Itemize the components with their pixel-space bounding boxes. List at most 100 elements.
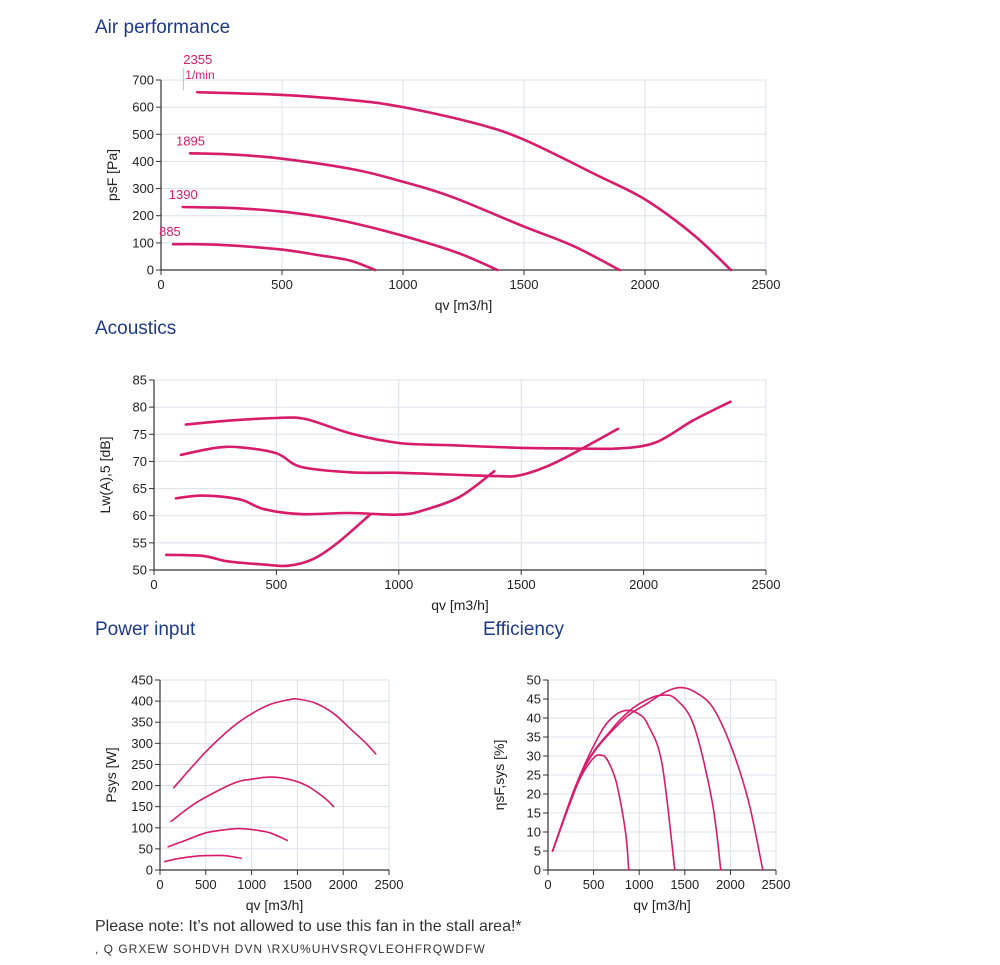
power-y-tick-label: 100	[131, 820, 153, 835]
air-series-label-1895: 1895	[176, 133, 205, 148]
power-y-tick-label: 400	[131, 694, 153, 709]
power-x-tick-label: 2000	[329, 877, 358, 892]
efficiency-x-tick-label: 0	[544, 877, 551, 892]
power-x-tick-label: 500	[195, 877, 217, 892]
acoustics-y-tick-label: 65	[133, 481, 147, 496]
air-unit-label: 1/min	[185, 68, 214, 82]
air-series-line-2	[188, 152, 621, 272]
acoustics-x-tick-label: 1500	[507, 577, 536, 592]
power-chart: 0 500 1000 1500 2000 2500 0 50 100 150 200 250 300 35…	[103, 673, 403, 914]
charts-canvas: 0 500 1000 1500 2000 250001002003004005006007…	[97, 52, 790, 914]
efficiency-y-tick-label: 50	[527, 673, 541, 688]
air-series-label-1390: 1390	[169, 187, 198, 202]
air-series-line-1	[196, 90, 733, 272]
power-y-tick-label: 50	[139, 841, 153, 856]
efficiency-x-tick-label: 1000	[625, 877, 654, 892]
power-y-tick-label: 250	[131, 757, 153, 772]
acoustics-y-tick-label: 50	[133, 563, 147, 578]
footnote-text: , Q GRXEW SOHDVH DVN \RXU%UHVSRQVLEOHFRQ…	[95, 942, 486, 956]
stall-warning-note: Please note: It’s not allowed to use thi…	[95, 918, 522, 935]
efficiency-x-tick-label: 2000	[716, 877, 745, 892]
power-y-tick-label: 300	[131, 736, 153, 751]
air-y-tick-label: 600	[132, 100, 154, 115]
efficiency-y-tick-label: 5	[534, 844, 541, 859]
efficiency-chart: 0 500 1000 1500 2000 2500 0 5 10 15 20 25 30 35 40 45 50…	[491, 673, 790, 914]
air-y-tick-label: 700	[132, 73, 154, 88]
efficiency-y-tick-label: 15	[527, 806, 541, 821]
power-series-line-3	[167, 827, 289, 848]
power-series-line-1	[172, 697, 377, 789]
efficiency-y-tick-label: 0	[534, 863, 541, 878]
air-x-tick-label: 1000	[389, 277, 418, 292]
acoustics-x-tick-label: 2000	[629, 577, 658, 592]
power-x-tick-label: 1500	[283, 877, 312, 892]
acoustics-chart: 0 500 1000 1500 2000 2500 50 55 60 65 70 75 80 85 qv […	[97, 373, 780, 614]
power-y-tick-label: 0	[146, 863, 153, 878]
air-x-tick-label: 500	[271, 277, 293, 292]
power-x-tick-label: 2500	[375, 877, 404, 892]
efficiency-y-tick-label: 30	[527, 749, 541, 764]
power-y-tick-label: 350	[131, 715, 153, 730]
efficiency-series-line-4	[551, 754, 630, 871]
power-y-tick-label: 450	[131, 673, 153, 688]
efficiency-y-tick-label: 35	[527, 730, 541, 745]
air-y-tick-label: 500	[132, 127, 154, 142]
air-x-tick-label: 0	[157, 277, 164, 292]
efficiency-y-tick-label: 40	[527, 711, 541, 726]
air-performance-title: Air performance	[95, 17, 231, 38]
power-series-line-2	[170, 776, 335, 823]
air-series-label-885: 885	[159, 224, 181, 239]
acoustics-x-tick-label: 500	[266, 577, 288, 592]
air-y-tick-label: 0	[147, 263, 154, 278]
acoustics-y-axis-label: Lw(A),5 [dB]	[97, 436, 113, 513]
acoustics-y-tick-label: 85	[133, 373, 147, 388]
efficiency-x-axis-label: qv [m3/h]	[633, 897, 691, 913]
power-series-line-4	[163, 854, 242, 863]
efficiency-y-tick-label: 20	[527, 787, 541, 802]
acoustics-y-tick-label: 60	[133, 508, 147, 523]
efficiency-series-line-3	[551, 709, 676, 871]
efficiency-title: Efficiency	[483, 619, 564, 640]
air-x-tick-label: 2000	[631, 277, 660, 292]
power-x-tick-label: 0	[156, 877, 163, 892]
power-x-axis-label: qv [m3/h]	[246, 897, 304, 913]
efficiency-y-axis-label: ηsF,sys [%]	[491, 740, 507, 811]
efficiency-x-tick-label: 2500	[762, 877, 791, 892]
acoustics-x-tick-label: 1000	[384, 577, 413, 592]
acoustics-y-tick-label: 75	[133, 427, 147, 442]
air-chart: 0 500 1000 1500 2000 2500 0 100 200 300 400 500 600 7…	[104, 52, 780, 313]
air-x-axis-label: qv [m3/h]	[435, 297, 493, 313]
power-x-tick-label: 1000	[237, 877, 266, 892]
air-x-tick-label: 2500	[752, 277, 781, 292]
air-series-label-2355: 2355	[183, 52, 212, 67]
air-y-tick-label: 400	[132, 154, 154, 169]
acoustics-title: Acoustics	[95, 318, 177, 339]
efficiency-series-line-2	[551, 694, 722, 871]
power-y-tick-label: 150	[131, 799, 153, 814]
air-series-line-4	[171, 242, 377, 272]
acoustics-series-line-2	[179, 427, 620, 478]
air-y-tick-label: 100	[132, 235, 154, 250]
efficiency-x-tick-label: 1500	[670, 877, 699, 892]
acoustics-y-tick-label: 70	[133, 454, 147, 469]
efficiency-y-tick-label: 25	[527, 768, 541, 783]
efficiency-y-tick-label: 45	[527, 692, 541, 707]
power-input-title: Power input	[95, 619, 196, 640]
acoustics-x-axis-label: qv [m3/h]	[431, 597, 489, 613]
acoustics-y-tick-label: 55	[133, 535, 147, 550]
efficiency-y-tick-label: 10	[527, 825, 541, 840]
efficiency-x-tick-label: 500	[583, 877, 605, 892]
power-y-tick-label: 200	[131, 778, 153, 793]
power-plot-area	[159, 679, 390, 871]
acoustics-series-line-3	[174, 469, 496, 516]
power-y-axis-label: Psys [W]	[103, 747, 119, 802]
air-series-line-3	[181, 205, 499, 272]
acoustics-x-tick-label: 2500	[752, 577, 781, 592]
air-y-tick-label: 300	[132, 181, 154, 196]
acoustics-y-tick-label: 80	[133, 400, 147, 415]
air-y-axis-label: psF [Pa]	[104, 149, 120, 201]
acoustics-series-line-1	[184, 400, 732, 451]
air-x-tick-label: 1500	[510, 277, 539, 292]
air-y-tick-label: 200	[132, 208, 154, 223]
acoustics-series-line-4	[164, 512, 372, 568]
